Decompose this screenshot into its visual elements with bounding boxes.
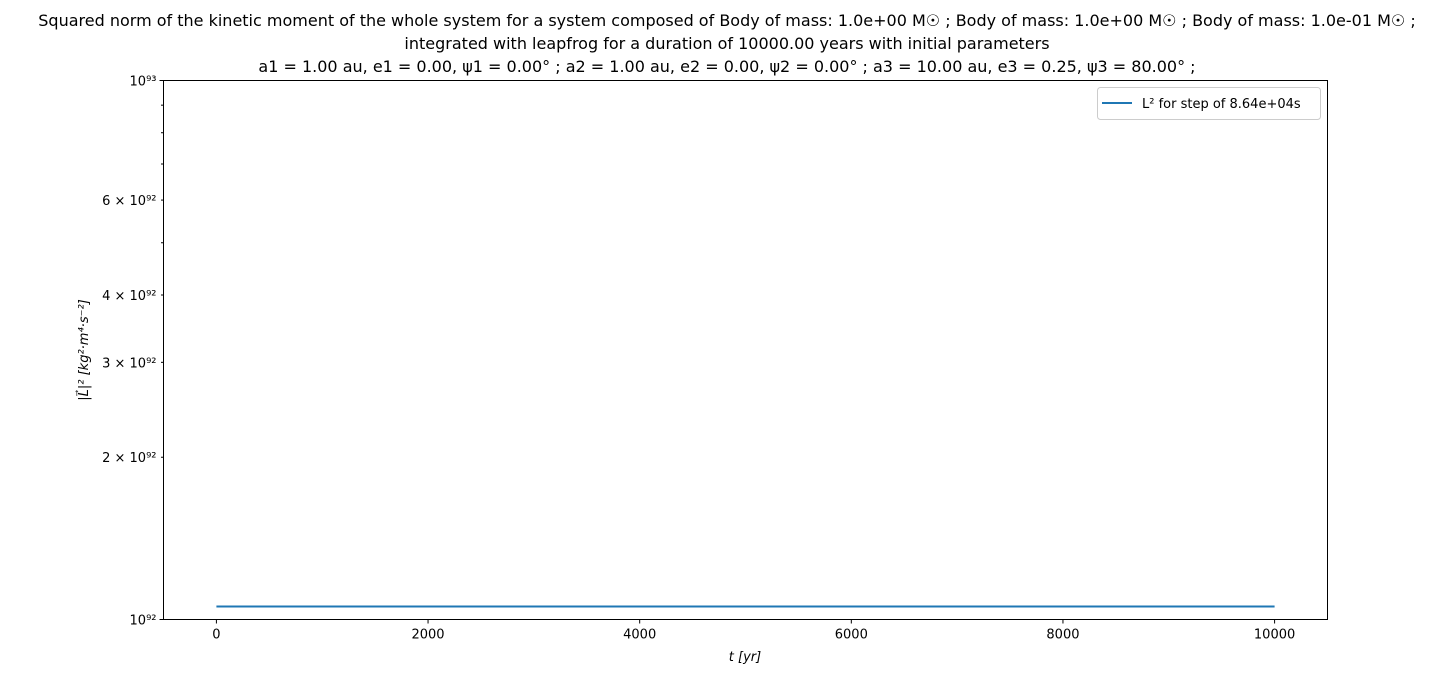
x-tick-label: 0 (212, 628, 220, 643)
title-line-2: integrated with leapfrog for a duration … (404, 34, 1049, 53)
y-tick-label: 3 × 10⁹² (102, 356, 156, 371)
chart-title: Squared norm of the kinetic moment of th… (38, 11, 1415, 76)
title-line-1: Squared norm of the kinetic moment of th… (38, 11, 1415, 30)
y-tick-label: 4 × 10⁹² (102, 289, 156, 304)
legend-label: L² for step of 8.64e+04s (1142, 97, 1301, 112)
legend: L² for step of 8.64e+04s (1097, 87, 1321, 120)
y-tick-label: 6 × 10⁹² (102, 194, 156, 209)
x-tick-label: 4000 (623, 628, 656, 643)
plot-area-frame (163, 80, 1328, 620)
y-tick-label: 10⁹² (130, 614, 157, 629)
y-axis-label: |L⃗|² [kg²·m⁴·s⁻²] (76, 299, 92, 400)
x-axis-label: t [yr] (729, 650, 761, 665)
legend-frame (1097, 87, 1321, 120)
y-tick-label: 2 × 10⁹² (102, 451, 156, 466)
x-tick-label: 6000 (835, 628, 868, 643)
x-tick-label: 10000 (1254, 628, 1295, 643)
x-tick-label: 8000 (1046, 628, 1079, 643)
y-tick-label: 10⁹³ (130, 75, 157, 90)
x-tick-label: 2000 (411, 628, 444, 643)
title-line-3: a1 = 1.00 au, e1 = 0.00, ψ1 = 0.00° ; a2… (258, 57, 1195, 76)
